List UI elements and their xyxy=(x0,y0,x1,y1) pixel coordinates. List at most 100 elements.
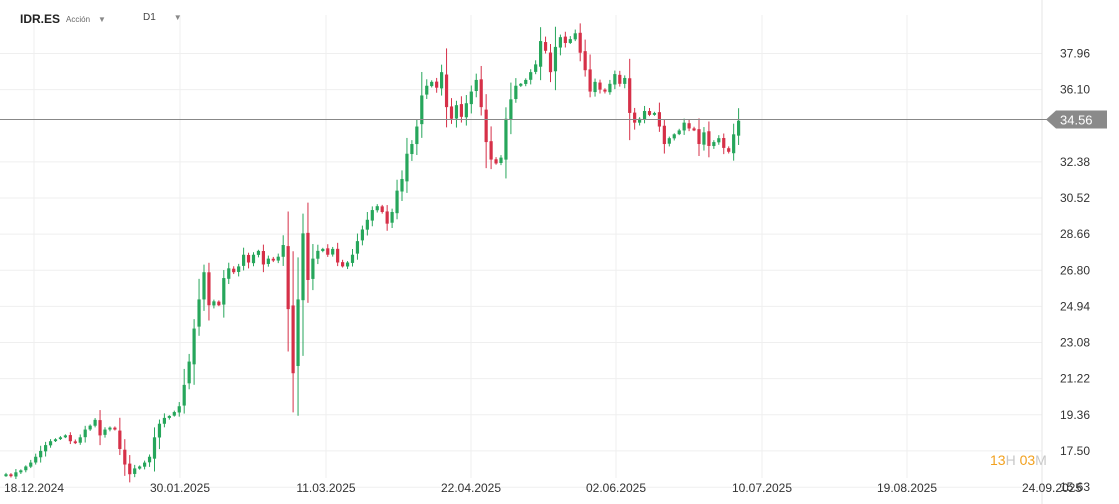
candle-up[interactable] xyxy=(276,253,280,264)
candle-up[interactable] xyxy=(400,170,404,202)
candle-up[interactable] xyxy=(162,413,166,428)
candle-up[interactable] xyxy=(464,95,468,126)
candle-down[interactable] xyxy=(578,23,582,62)
candle-up[interactable] xyxy=(375,204,379,213)
candle-up[interactable] xyxy=(365,212,369,236)
instrument-dropdown-caret-icon[interactable]: ▼ xyxy=(98,14,106,24)
candle-up[interactable] xyxy=(395,179,399,220)
candle-up[interactable] xyxy=(281,235,285,266)
candle-up[interactable] xyxy=(355,233,360,260)
candle-up[interactable] xyxy=(93,418,97,428)
candle-down[interactable] xyxy=(385,205,389,231)
instrument-symbol[interactable]: IDR.ES xyxy=(20,12,61,26)
candle-up[interactable] xyxy=(311,244,315,291)
candle-up[interactable] xyxy=(227,262,231,285)
candle-up[interactable] xyxy=(454,100,459,128)
candle-up[interactable] xyxy=(732,123,736,161)
candle-down[interactable] xyxy=(271,256,275,263)
candle-up[interactable] xyxy=(519,83,523,88)
candle-down[interactable] xyxy=(217,300,221,307)
candle-up[interactable] xyxy=(133,464,137,478)
candle-up[interactable] xyxy=(182,368,186,414)
candle-down[interactable] xyxy=(692,126,696,132)
candle-up[interactable] xyxy=(212,299,216,309)
candle-up[interactable] xyxy=(14,469,18,480)
candle-down[interactable] xyxy=(618,70,622,87)
candle-up[interactable] xyxy=(143,460,147,470)
candle-down[interactable] xyxy=(246,252,251,269)
candle-down[interactable] xyxy=(489,126,493,170)
candle-up[interactable] xyxy=(593,78,597,97)
candle-up[interactable] xyxy=(553,26,558,91)
candle-down[interactable] xyxy=(633,107,637,130)
candle-down[interactable] xyxy=(261,244,265,273)
candle-down[interactable] xyxy=(444,48,449,128)
candle-up[interactable] xyxy=(39,445,43,463)
candle-up[interactable] xyxy=(623,75,627,89)
candle-up[interactable] xyxy=(568,36,572,44)
candle-up[interactable] xyxy=(702,127,706,151)
timeframe-label[interactable]: D1 xyxy=(143,12,156,23)
candle-down[interactable] xyxy=(9,473,13,478)
candle-down[interactable] xyxy=(459,96,463,123)
candle-down[interactable] xyxy=(687,119,691,132)
candle-up[interactable] xyxy=(108,426,112,432)
candle-up[interactable] xyxy=(524,78,528,87)
time-axis[interactable]: 18.12.2024 30.01.2025 11.03.2025 22.04.2025… xyxy=(4,481,1082,495)
candle-down[interactable] xyxy=(727,146,731,154)
candle-down[interactable] xyxy=(647,108,652,117)
candle-down[interactable] xyxy=(479,65,483,116)
candle-up[interactable] xyxy=(242,247,246,271)
candle-up[interactable] xyxy=(642,105,647,124)
candle-up[interactable] xyxy=(420,71,424,138)
candle-down[interactable] xyxy=(286,211,290,352)
candle-down[interactable] xyxy=(494,157,498,165)
candle-up[interactable] xyxy=(573,29,577,42)
candle-down[interactable] xyxy=(563,31,567,48)
candle-down[interactable] xyxy=(207,262,211,321)
candle-up[interactable] xyxy=(202,264,206,311)
candle-up[interactable] xyxy=(88,424,92,431)
candle-up[interactable] xyxy=(430,80,434,88)
candle-up[interactable] xyxy=(652,111,657,116)
candle-up[interactable] xyxy=(256,249,261,258)
candle-up[interactable] xyxy=(103,427,107,438)
candle-up[interactable] xyxy=(237,263,241,277)
candle-up[interactable] xyxy=(390,208,394,229)
candle-down[interactable] xyxy=(291,251,295,413)
candle-up[interactable] xyxy=(370,206,374,227)
candle-up[interactable] xyxy=(474,73,478,98)
candle-down[interactable] xyxy=(68,432,72,445)
candle-up[interactable] xyxy=(296,257,300,416)
candle-up[interactable] xyxy=(440,64,444,96)
candle-up[interactable] xyxy=(509,82,513,135)
candle-up[interactable] xyxy=(34,453,38,465)
candle-up[interactable] xyxy=(177,402,181,417)
candle-up[interactable] xyxy=(316,244,320,265)
candle-up[interactable] xyxy=(504,107,508,179)
candle-up[interactable] xyxy=(301,213,305,356)
candle-up[interactable] xyxy=(558,34,562,56)
candle-down[interactable] xyxy=(603,88,607,94)
candle-up[interactable] xyxy=(499,155,503,166)
candle-up[interactable] xyxy=(608,79,612,95)
timeframe-selector[interactable]: D1 ▼ xyxy=(143,12,182,23)
candle-up[interactable] xyxy=(48,439,53,448)
candle-up[interactable] xyxy=(677,128,681,136)
candle-up[interactable] xyxy=(4,472,8,477)
candle-down[interactable] xyxy=(722,133,726,155)
candle-down[interactable] xyxy=(123,439,127,476)
candle-up[interactable] xyxy=(638,117,642,126)
candle-down[interactable] xyxy=(113,426,117,431)
candle-up[interactable] xyxy=(672,133,676,141)
candle-down[interactable] xyxy=(326,244,330,257)
candle-up[interactable] xyxy=(152,427,157,472)
candle-up[interactable] xyxy=(197,278,201,336)
candle-down[interactable] xyxy=(628,58,632,141)
candle-down[interactable] xyxy=(548,44,553,83)
candle-up[interactable] xyxy=(19,469,23,475)
candle-down[interactable] xyxy=(707,121,711,158)
candle-up[interactable] xyxy=(321,247,325,253)
candle-down[interactable] xyxy=(118,417,122,456)
